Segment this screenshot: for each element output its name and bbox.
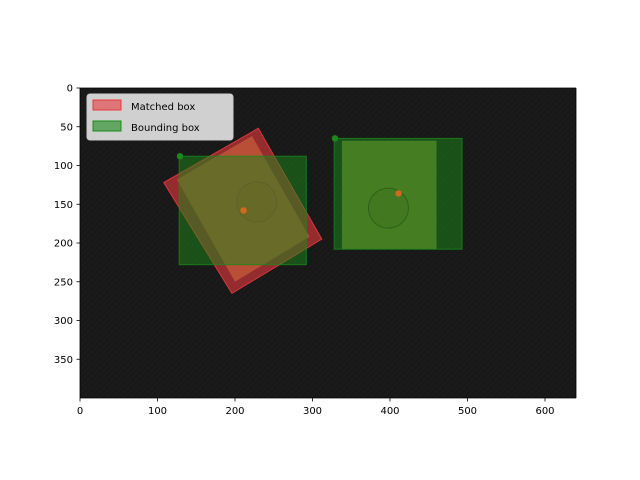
legend-swatch-matched xyxy=(92,99,122,111)
legend-frame xyxy=(86,93,234,141)
x-tick-label-200: 200 xyxy=(225,406,244,417)
y-tick-label-200: 200 xyxy=(54,239,73,250)
legend-label-matched: Matched box xyxy=(131,102,195,113)
point-2 xyxy=(240,207,247,214)
y-tick-label-150: 150 xyxy=(54,200,73,211)
point-1 xyxy=(331,135,339,142)
legend-label-bounding: Bounding box xyxy=(131,123,200,134)
y-tick-label-0: 0 xyxy=(67,84,73,95)
legend: Matched box Bounding box xyxy=(86,93,234,141)
y-tick-label-50: 50 xyxy=(60,122,73,133)
x-tick-label-100: 100 xyxy=(148,406,167,417)
point-3 xyxy=(395,190,402,197)
y-tick-label-300: 300 xyxy=(54,316,73,327)
x-tick-label-300: 300 xyxy=(303,406,322,417)
point-0 xyxy=(176,153,184,160)
x-tick-label-600: 600 xyxy=(535,406,554,417)
y-tick-label-350: 350 xyxy=(54,355,73,366)
bounding-boxes xyxy=(178,137,463,266)
y-tick-label-100: 100 xyxy=(54,161,73,172)
axes: 0 100 200 300 400 500 600 0 50 100 150 200 250 300 350 xyxy=(54,84,577,417)
y-tick-label-250: 250 xyxy=(54,277,73,288)
x-tick-label-400: 400 xyxy=(380,406,399,417)
legend-swatch-bounding xyxy=(92,120,122,132)
x-tick-label-0: 0 xyxy=(77,406,83,417)
box-points xyxy=(176,135,402,214)
x-tick-label-500: 500 xyxy=(458,406,477,417)
